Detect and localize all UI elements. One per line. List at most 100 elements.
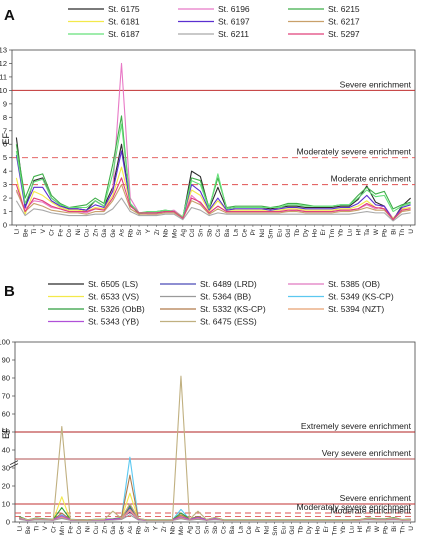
x-tick-label: Tb [294,229,301,237]
x-tick-label: Th [399,229,406,237]
x-tick-label: Ba [224,229,231,237]
x-tick-label: V [40,228,47,233]
x-tick-label: Ga [110,526,117,535]
x-tick-label: Nb [170,526,177,535]
x-tick-label: Rb [127,229,134,238]
x-tick-label: Co [76,526,83,535]
series-line-st-6215 [15,115,411,218]
x-tick-label: Ce [246,526,253,535]
legend-label: St. 6215 [328,4,360,14]
y-axis-label: EF [1,427,11,439]
x-tick-label: Cu [93,526,100,535]
x-tick-label: Sm [272,526,279,536]
x-tick-label: Ti [31,229,38,234]
plot-frame [11,49,416,226]
x-tick-label: Gd [285,229,292,238]
legend: St. 6505 (LS) St. 6489 (LRD) St. 5385 (OB)… [48,279,394,327]
panel-b: B St. 6505 (LS) St. 6489 (LRD) St. 5385 (OB… [0,279,416,536]
x-tick-label: Sn [198,229,205,237]
legend-label: St. 5332 (KS-CP) [200,304,266,314]
x-tick-label: Zr [161,525,168,532]
y-tick-label: 2 [3,194,7,203]
x-tick-label: Sb [206,229,213,237]
y-axis-label: EF [1,132,11,144]
x-tick-label: Sm [268,229,275,239]
legend-label: St. 6505 (LS) [88,279,138,289]
series-line-st-6475-ess [19,375,411,521]
x-tick-label: Cd [195,526,202,535]
axis-break-mark [9,460,19,469]
y-tick-label: 20 [2,482,10,491]
y-tick-label: 10 [0,86,7,95]
y-tick-label: 9 [3,99,7,108]
x-tick-label: Y [153,525,160,530]
x-tick-label: Zn [102,526,109,534]
legend-label: St. 5394 (NZT) [328,304,384,314]
y-tick-label: 80 [2,374,10,383]
x-tick-label: Hf [357,526,364,533]
x-tick-label: Ag [187,526,194,534]
x-tick-label: Pb [382,229,389,237]
x-tick-label: Yb [338,229,345,237]
legend-label: St. 5343 (YB) [88,317,139,327]
legend-label: St. 5364 (BB) [200,292,251,302]
x-tick-label: Cs [221,525,228,534]
series-line-st-6197 [15,150,411,221]
x-tick-label: As [127,525,134,533]
x-tick-label: Cd [189,229,196,238]
legend-label: St. 5297 [328,29,360,39]
x-tick-label: W [373,228,380,235]
x-tick-label: Lu [346,229,353,237]
y-tick-label: 40 [2,446,10,455]
x-tick-label: Bi [390,229,397,235]
legend-label: St. 6181 [108,17,140,27]
x-tick-label: Li [14,229,21,234]
x-tick-label: Ge [110,229,117,238]
x-tick-label: Sr [144,525,151,532]
x-tick-label: Ni [75,229,82,235]
x-tick-label: Nd [263,526,270,535]
reference-line-label: Moderate enrichment [331,506,412,516]
x-tick-label: Rb [136,526,143,535]
series-line-st-6211 [15,197,411,222]
x-tick-label: Ho [314,526,321,535]
x-tick-label: Er [320,228,327,235]
x-tick-label: Gd [289,526,296,535]
x-tick-label: V [42,525,49,530]
y-tick-label: 10 [2,500,10,509]
x-tick-label: La [238,526,245,534]
y-tick-label: 0 [6,518,10,527]
x-tick-label: Mo [171,229,178,238]
x-tick-label: Yb [340,526,347,534]
x-tick-label: Dy [303,228,310,237]
x-tick-label: Mn [59,526,66,535]
x-tick-label: Co [66,229,73,238]
x-tick-label: Tm [331,526,338,535]
legend-label: St. 6187 [108,29,140,39]
x-tick-label: Fe [57,229,64,237]
x-tick-label: Pr [255,525,262,532]
legend: St. 6175 St. 6196 St. 6215 St. 6181 St. 6197… [68,4,360,39]
x-tick-label: Ba [229,526,236,534]
x-tick-label: Hf [355,229,362,236]
legend-label: St. 5385 (OB) [328,279,380,289]
y-tick-label: 90 [2,356,10,365]
x-tick-label: Ta [364,229,371,236]
x-tick-label: Sr [136,228,143,235]
x-tick-label: Mo [178,526,185,535]
x-tick-label: Eu [280,526,287,534]
x-tick-label: Er [323,525,330,532]
x-tick-label: Cr [49,228,56,236]
y-tick-label: 6 [3,140,7,149]
legend-label: St. 6533 (VS) [88,292,139,302]
x-tick-label: Zn [92,229,99,237]
x-tick-label: Y [145,228,152,233]
panel-label: B [4,283,15,300]
y-tick-label: 13 [0,46,7,55]
legend-label: St. 6489 (LRD) [200,279,257,289]
reference-line-label: Very severe enrichment [322,448,412,458]
x-tick-label: Cu [84,229,91,238]
x-tick-label: Lu [348,526,355,534]
x-tick-label: Dy [306,525,313,534]
y-tick-label: 100 [0,338,10,347]
